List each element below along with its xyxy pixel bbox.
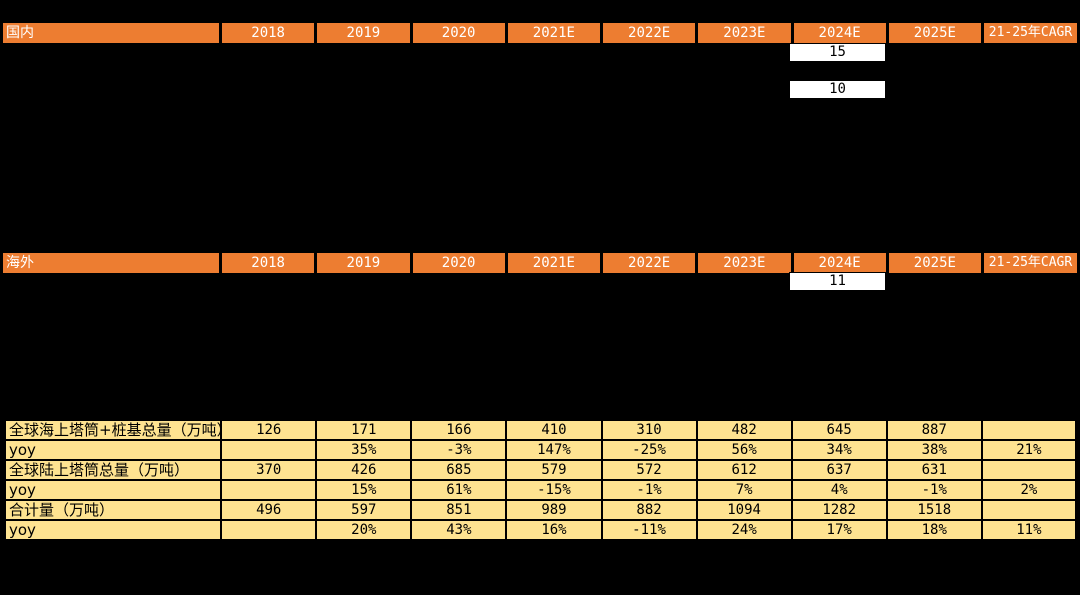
cell-value: 11% [980, 519, 1078, 541]
cell-value: 171 [315, 419, 413, 441]
cell-value: 482 [695, 419, 793, 441]
cell-value: 18% [885, 519, 983, 541]
domestic-year-header-2021e: 2021E [507, 23, 600, 43]
table-row-offshore-total: 全球海上塔筒+桩基总量（万吨） 126 171 166 410 310 482 … [3, 419, 1078, 441]
overseas-cagr-header: 21-25年CAGR [984, 253, 1077, 273]
row-label: yoy [3, 479, 223, 501]
cell-value [220, 439, 318, 461]
cell-value: 631 [885, 459, 983, 481]
domestic-year-header-2018: 2018 [222, 23, 315, 43]
cell-value: 1518 [885, 499, 983, 521]
cell-value: 17% [790, 519, 888, 541]
cell-value: 35% [315, 439, 413, 461]
cell-value: 147% [505, 439, 603, 461]
table-row-onshore-total: 全球陆上塔筒总量（万吨） 370 426 685 579 572 612 637… [3, 459, 1078, 481]
domestic-year-header-2019: 2019 [317, 23, 410, 43]
overseas-section-title: 海外 [3, 253, 219, 273]
cell-value: 496 [220, 499, 318, 521]
row-label: 合计量（万吨） [3, 499, 223, 521]
cell-value: -11% [600, 519, 698, 541]
cell-value: -1% [885, 479, 983, 501]
cell-value: 7% [695, 479, 793, 501]
domestic-section-title: 国内 [3, 23, 219, 43]
overseas-year-header-2024e: 2024E [793, 253, 886, 273]
domestic-year-header-2023e: 2023E [698, 23, 791, 43]
overseas-year-header-2019: 2019 [317, 253, 410, 273]
cell-value: 426 [315, 459, 413, 481]
cell-value: 2% [980, 479, 1078, 501]
cell-value [220, 479, 318, 501]
overseas-year-header-2018: 2018 [222, 253, 315, 273]
cell-value: 887 [885, 419, 983, 441]
cell-value: 38% [885, 439, 983, 461]
row-label: 全球海上塔筒+桩基总量（万吨） [3, 419, 223, 441]
domestic-cagr-header: 21-25年CAGR [984, 23, 1077, 43]
cell-value: 15% [315, 479, 413, 501]
cell-value: 61% [410, 479, 508, 501]
cell-value: 645 [790, 419, 888, 441]
cell-value: 597 [315, 499, 413, 521]
cell-value: 579 [505, 459, 603, 481]
cell-value: 572 [600, 459, 698, 481]
domestic-year-header-2024e: 2024E [793, 23, 886, 43]
cell-value: 43% [410, 519, 508, 541]
cell-value: 989 [505, 499, 603, 521]
cell-value: -1% [600, 479, 698, 501]
cell-value [980, 419, 1078, 441]
row-label: yoy [3, 439, 223, 461]
table-row-combined-yoy: yoy 20% 43% 16% -11% 24% 17% 18% 11% [3, 519, 1078, 541]
table-row-onshore-yoy: yoy 15% 61% -15% -1% 7% 4% -1% 2% [3, 479, 1078, 501]
cell-value: 851 [410, 499, 508, 521]
summary-table: 全球海上塔筒+桩基总量（万吨） 126 171 166 410 310 482 … [3, 419, 1078, 541]
cell-value: 166 [410, 419, 508, 441]
cell-value: 612 [695, 459, 793, 481]
cell-value: 685 [410, 459, 508, 481]
overseas-year-header-2022e: 2022E [603, 253, 696, 273]
cell-value [220, 519, 318, 541]
cell-value: 56% [695, 439, 793, 461]
cell-value: 370 [220, 459, 318, 481]
cell-value: 20% [315, 519, 413, 541]
cell-value: 882 [600, 499, 698, 521]
overseas-year-header-2023e: 2023E [698, 253, 791, 273]
overseas-highlight-cell-1[interactable]: 11 [789, 272, 886, 291]
overseas-header-row: 海外 2018 2019 2020 2021E 2022E 2023E 2024… [3, 253, 1077, 273]
cell-value: 34% [790, 439, 888, 461]
cell-value: -25% [600, 439, 698, 461]
cell-value: 1282 [790, 499, 888, 521]
cell-value: 4% [790, 479, 888, 501]
cell-value: 16% [505, 519, 603, 541]
domestic-header-row: 国内 2018 2019 2020 2021E 2022E 2023E 2024… [3, 23, 1077, 43]
domestic-highlight-cell-2[interactable]: 10 [789, 80, 886, 99]
domestic-year-header-2020: 2020 [412, 23, 505, 43]
cell-value: 24% [695, 519, 793, 541]
overseas-year-header-2020: 2020 [412, 253, 505, 273]
cell-value: 410 [505, 419, 603, 441]
cell-value: 637 [790, 459, 888, 481]
domestic-highlight-cell-1[interactable]: 15 [789, 43, 886, 62]
domestic-year-header-2025e: 2025E [888, 23, 981, 43]
cell-value: -3% [410, 439, 508, 461]
domestic-year-header-2022e: 2022E [603, 23, 696, 43]
cell-value: 1094 [695, 499, 793, 521]
row-label: 全球陆上塔筒总量（万吨） [3, 459, 223, 481]
overseas-year-header-2025e: 2025E [888, 253, 981, 273]
cell-value: 21% [980, 439, 1078, 461]
cell-value: 126 [220, 419, 318, 441]
cell-value [980, 499, 1078, 521]
row-label: yoy [3, 519, 223, 541]
overseas-year-header-2021e: 2021E [507, 253, 600, 273]
table-row-offshore-yoy: yoy 35% -3% 147% -25% 56% 34% 38% 21% [3, 439, 1078, 461]
table-row-combined-total: 合计量（万吨） 496 597 851 989 882 1094 1282 15… [3, 499, 1078, 521]
cell-value [980, 459, 1078, 481]
cell-value: -15% [505, 479, 603, 501]
cell-value: 310 [600, 419, 698, 441]
